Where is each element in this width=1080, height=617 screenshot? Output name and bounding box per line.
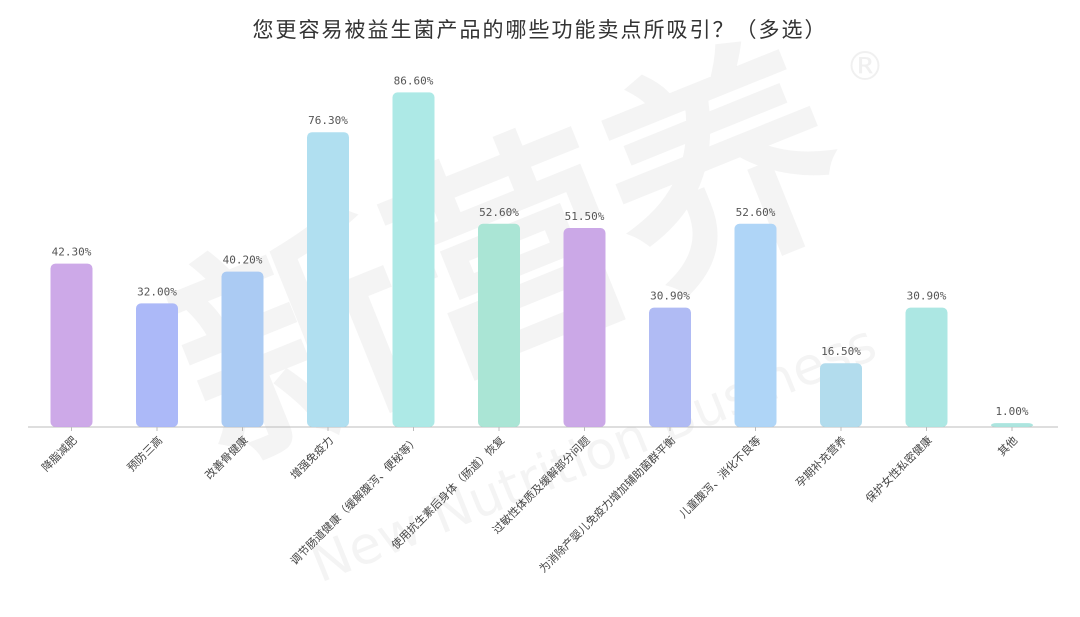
x-tick-label: 孕期补充营养 — [793, 433, 850, 490]
bar — [50, 263, 93, 427]
bar — [563, 228, 606, 427]
chart-title: 您更容易被益生菌产品的哪些功能卖点所吸引？（多选） — [252, 18, 828, 42]
bar — [478, 223, 520, 427]
bar — [392, 92, 435, 428]
x-tick-label: 增强免疫力 — [287, 433, 336, 482]
bar — [905, 307, 948, 427]
data-label: 52.60% — [479, 206, 519, 219]
bar — [991, 423, 1033, 427]
data-label: 52.60% — [736, 206, 776, 219]
data-label: 30.90% — [907, 290, 947, 303]
data-label: 1.00% — [995, 405, 1028, 418]
bar — [649, 307, 691, 427]
bar — [307, 132, 349, 427]
data-label: 86.60% — [394, 74, 434, 87]
data-label: 30.90% — [650, 290, 690, 303]
x-tick-label: 其他 — [995, 434, 1020, 459]
data-label: 40.20% — [223, 254, 263, 267]
bar — [136, 303, 178, 427]
data-label: 76.30% — [308, 114, 348, 127]
bar — [820, 363, 862, 427]
x-tick-label: 儿童腹泻、消化不良等 — [676, 433, 764, 521]
x-tick-label: 预防三高 — [124, 433, 165, 474]
x-tick-label: 过敏性体质及缓解部分问题 — [489, 433, 592, 536]
x-tick-label: 改善骨健康 — [202, 433, 251, 482]
data-label: 16.50% — [821, 345, 861, 358]
data-label: 51.50% — [565, 210, 605, 223]
data-label: 32.00% — [137, 285, 177, 298]
x-tick-label: 降脂减肥 — [39, 433, 80, 474]
bar — [221, 271, 264, 427]
data-label: 42.30% — [52, 246, 92, 259]
bar — [734, 223, 777, 427]
x-tick-label: 为消除产婴儿免疫力增加辅助菌群平衡 — [536, 433, 678, 575]
x-tick-label: 保护女性私密健康 — [862, 433, 934, 505]
